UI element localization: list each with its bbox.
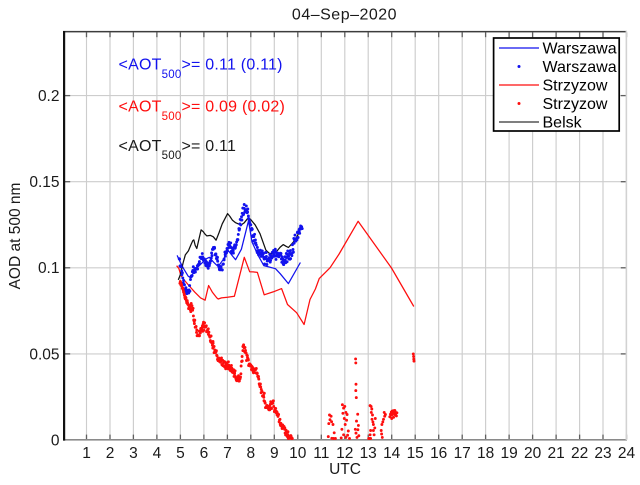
svg-text:1: 1 — [82, 445, 91, 462]
svg-text:Strzyzow: Strzyzow — [543, 78, 608, 95]
svg-text:12: 12 — [336, 445, 353, 462]
svg-text:11: 11 — [313, 445, 329, 462]
svg-text:Warszawa: Warszawa — [543, 41, 617, 58]
svg-text:0.1: 0.1 — [38, 260, 60, 277]
svg-text:6: 6 — [200, 445, 209, 462]
svg-text:0.2: 0.2 — [38, 88, 60, 105]
svg-text:18: 18 — [477, 445, 494, 462]
svg-text:19: 19 — [500, 445, 517, 462]
svg-text:Belsk: Belsk — [543, 115, 583, 132]
svg-text:14: 14 — [383, 445, 401, 462]
svg-text:9: 9 — [270, 445, 279, 462]
svg-text:22: 22 — [571, 445, 588, 462]
svg-text:21: 21 — [547, 445, 564, 462]
svg-text:0: 0 — [51, 432, 60, 449]
svg-text:0.15: 0.15 — [29, 174, 59, 191]
svg-text:Warszawa: Warszawa — [543, 59, 617, 76]
svg-text:3: 3 — [129, 445, 138, 462]
svg-text:7: 7 — [223, 445, 232, 462]
svg-text:13: 13 — [360, 445, 377, 462]
svg-text:04–Sep–2020: 04–Sep–2020 — [292, 7, 397, 24]
svg-text:4: 4 — [153, 445, 162, 462]
svg-text:Strzyzow: Strzyzow — [543, 96, 608, 113]
svg-text:0.05: 0.05 — [29, 346, 59, 363]
svg-text:UTC: UTC — [329, 461, 361, 478]
svg-text:20: 20 — [524, 445, 542, 462]
svg-text:10: 10 — [289, 445, 307, 462]
svg-text:23: 23 — [594, 445, 611, 462]
svg-text:24: 24 — [618, 445, 636, 462]
svg-text:16: 16 — [430, 445, 447, 462]
svg-text:5: 5 — [176, 445, 185, 462]
svg-text:15: 15 — [407, 445, 424, 462]
svg-text:2: 2 — [106, 445, 115, 462]
svg-text:17: 17 — [454, 445, 471, 462]
svg-text:AOD at 500 nm: AOD at 500 nm — [7, 183, 24, 290]
svg-text:8: 8 — [246, 445, 255, 462]
